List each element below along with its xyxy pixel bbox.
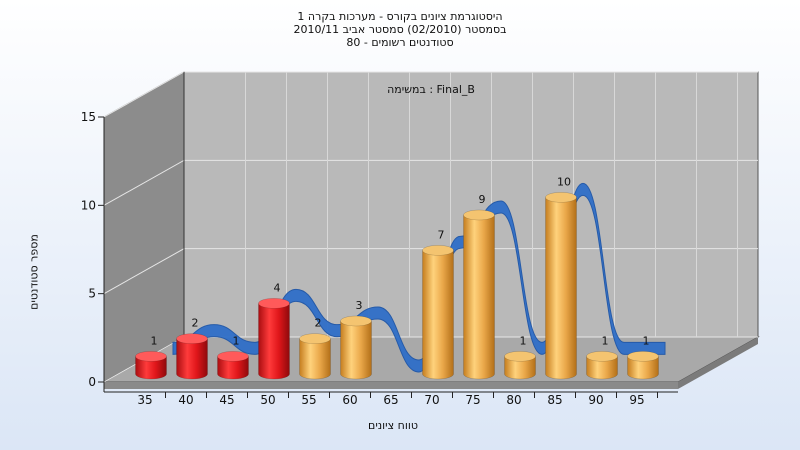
x-tick-label: 55 [301,393,316,407]
bar-35 [135,351,167,380]
x-tick-label: 45 [219,393,234,407]
bar-50 [258,298,290,380]
bar-cap [504,351,536,362]
x-tick-label: 70 [424,393,439,407]
x-axis-label: טווח ציונים [368,419,418,432]
bar-cap [627,351,659,362]
bar-85 [545,192,577,380]
bar-body [217,356,249,380]
x-tick-label: 95 [629,393,644,407]
bar-body [422,250,454,380]
bar-cap [340,315,372,327]
x-tick-label: 40 [178,393,193,407]
x-tick-label: 85 [547,393,562,407]
y-axis-label: מספר סטודנטים [27,234,41,310]
data-label: 10 [557,175,571,188]
bar-75 [463,209,495,380]
bar-cap [586,351,618,362]
x-tick-label: 35 [137,393,152,407]
chart-title: היסטוגרמת ציונים בקורס - מערכות בקרה 1 [297,10,503,23]
x-tick-label: 65 [383,393,398,407]
bar-body [176,338,208,380]
bar-body [299,338,331,380]
data-label: 3 [356,299,363,312]
data-labels: 1 2 1 4 2 3 7 9 1 10 1 1 [151,175,650,347]
bar-cap [545,192,577,203]
x-tick-label: 50 [260,393,275,407]
y-tick-label: 15 [81,110,96,124]
bar-55 [299,333,331,380]
side-wall [103,71,185,383]
y-tick-label: 10 [81,198,96,212]
chart-title-block: היסטוגרמת ציונים בקורס - מערכות בקרה 1 ב… [0,10,800,49]
bar-cap [299,333,331,344]
bar-70 [422,245,454,380]
bar-80 [504,351,536,380]
floor-edge-front [104,382,678,389]
x-tick-label: 60 [342,393,357,407]
data-label: 7 [438,228,445,241]
floor-edge-right [678,337,758,389]
x-tick-label: 75 [465,393,480,407]
bar-95 [627,351,659,380]
series-label: במשימה : Final_B [387,83,475,96]
bar-90 [586,351,618,380]
bar-45 [217,351,249,380]
bar-body [504,356,536,380]
bar-body [340,320,372,380]
bars [135,192,659,380]
data-label: 1 [151,334,158,347]
data-label: 1 [602,334,609,347]
bar-body [627,356,659,380]
x-tick-label: 90 [588,393,603,407]
axes: 0 5 10 15 35 40 45 50 55 60 65 70 75 80 85 90 95 [81,110,678,407]
data-label: 1 [520,334,527,347]
bar-body [545,197,577,380]
y-tick-label: 5 [88,287,96,301]
bar-60 [340,315,372,380]
data-label: 1 [233,334,240,347]
data-label: 1 [643,334,650,347]
bar-body [258,303,290,380]
bar-body [586,356,618,380]
chart-subtitle-semester: בסמסטר (02/2010) סמסטר אביב 2010/11 [293,23,507,36]
bar-cap [176,333,208,344]
bar-cap [135,351,167,362]
bar-cap [217,351,249,362]
bar-body [135,356,167,380]
data-label: 2 [315,317,322,330]
bar-40 [176,333,208,380]
y-tick-label: 0 [88,375,96,389]
bar-body [463,214,495,380]
bar-cap [422,245,454,256]
bar-cap [463,209,495,221]
bar-cap [258,298,290,309]
x-tick-label: 80 [506,393,521,407]
data-label: 4 [274,281,281,294]
data-label: 9 [479,193,486,206]
data-label: 2 [192,317,199,330]
chart-subtitle-students: סטודנטים רשומים - 80 [346,36,454,49]
